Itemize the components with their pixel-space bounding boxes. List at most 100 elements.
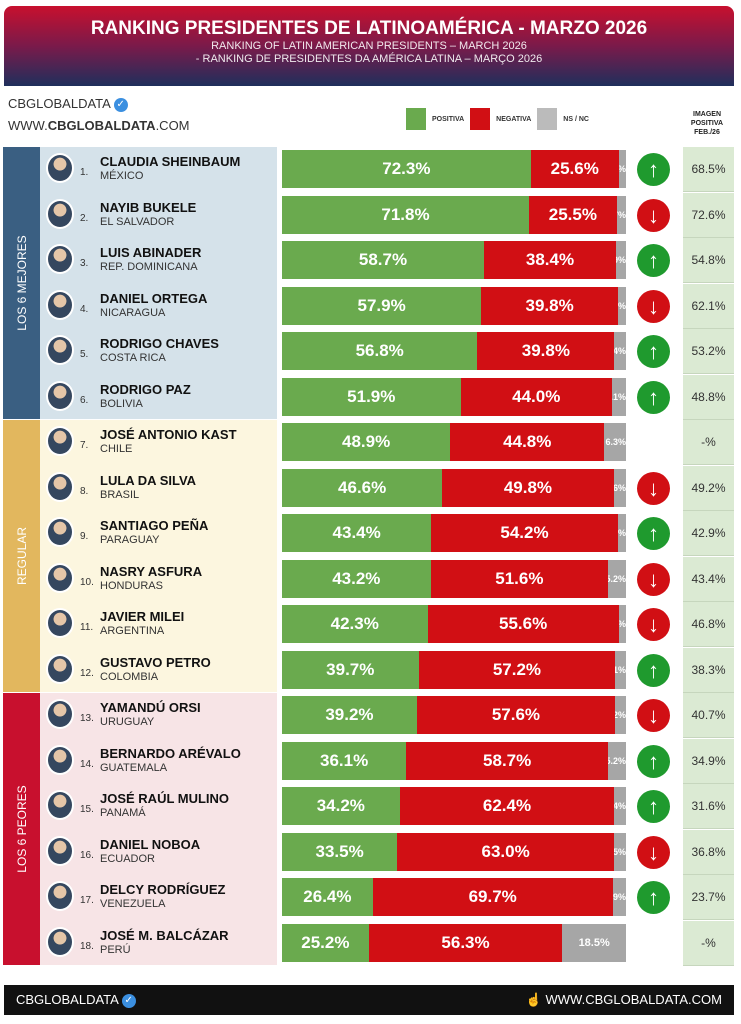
president-name: BERNARDO ARÉVALO <box>100 745 241 761</box>
trend-up-icon: ↑ <box>637 380 670 414</box>
avatar <box>46 881 74 911</box>
bar-ns: 3.4% <box>614 787 626 825</box>
stacked-bar: 43.2% 51.6% 5.2% <box>282 559 626 598</box>
president-row: 11. JAVIER MILEI ARGENTINA 42.3% 55.6% 2… <box>40 602 740 647</box>
bar-ns: 3.4% <box>614 332 626 370</box>
prev-positive: 31.6% <box>683 784 734 829</box>
avatar <box>46 335 74 365</box>
stacked-bar: 33.5% 63.0% 3.5% <box>282 832 626 871</box>
president-name: DELCY RODRÍGUEZ <box>100 882 226 897</box>
bar-positive: 33.5% <box>282 832 398 871</box>
bar-ns: 3.9% <box>612 878 626 916</box>
group-label: LOS 6 MEJORES <box>14 235 29 331</box>
trend-down-icon: ↓ <box>637 289 670 323</box>
president-row: 7. JOSÉ ANTONIO KAST CHILE 48.9% 44.8% 6… <box>40 420 740 465</box>
president-name: DANIEL NOBOA <box>100 836 201 852</box>
avatar <box>46 244 74 274</box>
stacked-bar: 57.9% 39.8% 2.3% <box>282 286 626 325</box>
stacked-bar: 46.6% 49.8% 3.6% <box>282 468 626 507</box>
trend-down-icon: ↓ <box>637 198 670 232</box>
group-background <box>40 693 277 965</box>
avatar <box>46 426 74 456</box>
stacked-bar: 56.8% 39.8% 3.4% <box>282 332 626 370</box>
bar-negative: 39.8% <box>481 286 619 325</box>
president-row: 12. GUSTAVO PETRO COLOMBIA 39.7% 57.2% 3… <box>40 647 740 693</box>
rank: 4. <box>80 303 89 315</box>
header-banner: RANKING PRESIDENTES DE LATINOAMÉRICA - M… <box>4 6 734 86</box>
bar-positive: 43.2% <box>282 559 431 598</box>
bar-ns: 18.5% <box>562 923 626 962</box>
brand: CBGLOBALDATA ✓ WWW.CBGLOBALDATA.COM <box>8 96 190 133</box>
president-row: 9. SANTIAGO PEÑA PARAGUAY 43.4% 54.2% 2.… <box>40 511 740 556</box>
country: PANAMÁ <box>100 807 146 819</box>
bar-ns: 2.7% <box>616 195 626 234</box>
rank: 15. <box>80 804 94 815</box>
avatar <box>46 289 74 320</box>
country: EL SALVADOR <box>100 215 175 228</box>
trend-up-icon: ↑ <box>637 881 670 914</box>
rank: 11. <box>80 622 94 633</box>
stacked-bar: 51.9% 44.0% 4.1% <box>282 377 626 416</box>
country: BOLIVIA <box>100 397 143 410</box>
president-name: RODRIGO CHAVES <box>100 336 219 351</box>
country: NICARAGUA <box>100 306 166 319</box>
bar-negative: 49.8% <box>442 468 614 507</box>
trend-up-icon: ↑ <box>637 517 670 550</box>
rank: 10. <box>80 576 94 588</box>
stacked-bar: 39.7% 57.2% 3.1% <box>282 650 626 689</box>
bar-negative: 25.6% <box>530 150 619 188</box>
stacked-bar: 34.2% 62.4% 3.4% <box>282 787 626 825</box>
brand-url[interactable]: WWW.CBGLOBALDATA.COM <box>8 118 190 133</box>
legend: POSITIVA NEGATIVA NS / NC <box>406 108 589 130</box>
bar-ns: 2.9% <box>616 241 626 279</box>
prev-positive: 34.9% <box>683 738 734 784</box>
president-name: JOSÉ RAÚL MULINO <box>100 791 230 806</box>
prev-positive: 54.8% <box>683 238 734 283</box>
president-name: JOSÉ M. BALCÁZAR <box>100 927 229 943</box>
bar-negative: 69.7% <box>372 878 613 916</box>
group-label: LOS 6 PEORES <box>14 785 29 873</box>
bar-ns: 5.2% <box>608 741 626 780</box>
group-band: LOS 6 MEJORES <box>3 147 40 419</box>
country: MÉXICO <box>100 170 144 182</box>
trend-up-icon: ↑ <box>637 653 670 687</box>
bar-ns: 3.1% <box>615 650 626 689</box>
country: HONDURAS <box>100 579 163 592</box>
country: BRASIL <box>100 488 140 501</box>
bar-positive: 34.2% <box>282 787 400 825</box>
president-name: NASRY ASFURA <box>100 563 203 579</box>
page-title: RANKING PRESIDENTES DE LATINOAMÉRICA - M… <box>90 18 648 39</box>
rank: 9. <box>80 531 89 542</box>
bar-negative: 57.2% <box>418 650 616 689</box>
avatar <box>46 699 74 729</box>
prev-positive: 46.8% <box>683 602 734 647</box>
president-row: 17. DELCY RODRÍGUEZ VENEZUELA 26.4% 69.7… <box>40 875 740 920</box>
president-row: 16. DANIEL NOBOA ECUADOR 33.5% 63.0% 3.5… <box>40 829 740 875</box>
bar-ns: 2.1% <box>618 605 626 643</box>
president-name: RODRIGO PAZ <box>100 381 191 397</box>
president-name: CLAUDIA SHEINBAUM <box>100 154 241 169</box>
trend-up-icon: ↑ <box>637 335 670 368</box>
stacked-bar: 26.4% 69.7% 3.9% <box>282 878 626 916</box>
url-suffix: .COM <box>155 117 190 133</box>
bar-positive: 42.3% <box>282 605 428 643</box>
bar-positive: 51.9% <box>282 377 461 416</box>
verified-icon: ✓ <box>113 97 128 112</box>
bar-positive: 36.1% <box>282 741 407 780</box>
prev-positive: 53.2% <box>683 329 734 374</box>
hand-pointer-icon: ☝ <box>525 992 542 1007</box>
footer-link[interactable]: ☝ WWW.CBGLOBALDATA.COM <box>526 992 722 1008</box>
rank: 12. <box>80 667 94 679</box>
prev-positive: 38.3% <box>683 647 734 693</box>
avatar <box>46 835 74 866</box>
country: PERÚ <box>100 943 131 956</box>
legend-swatch-negative <box>470 108 491 130</box>
rank: 16. <box>80 849 94 861</box>
avatar <box>46 608 74 638</box>
bar-positive: 72.3% <box>282 150 531 188</box>
rank: 1. <box>80 167 89 178</box>
country: REP. DOMINICANA <box>100 261 198 273</box>
rank: 6. <box>80 394 89 406</box>
president-name: NAYIB BUKELE <box>100 199 197 215</box>
bar-negative: 38.4% <box>483 241 617 279</box>
